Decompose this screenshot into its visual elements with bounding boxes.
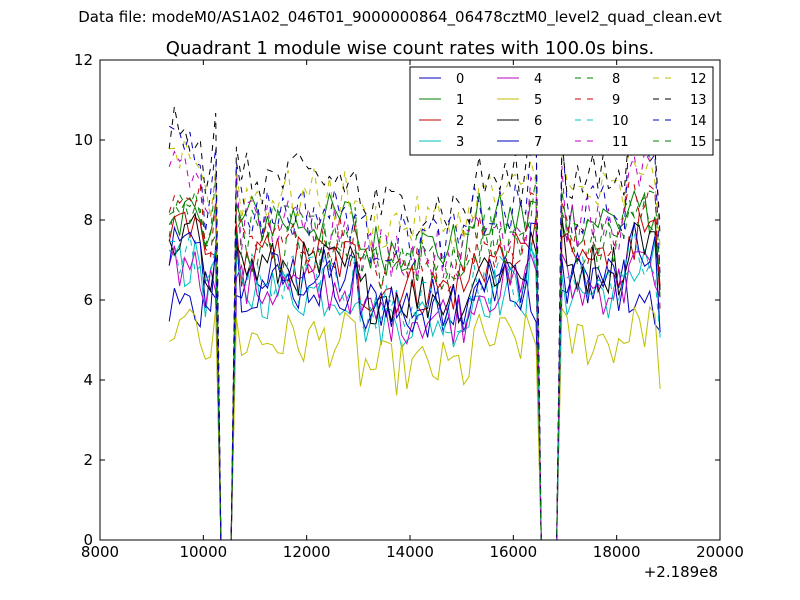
y-tick-label: 0 [83,531,93,549]
y-tick-label: 8 [83,211,93,229]
ticks-layer: 8000 10000 12000 14000 16000 18000 20000 0 2 4 6 8 1… [74,51,744,561]
series-line-14 [168,123,661,541]
y-tick-label: 10 [74,131,93,149]
chart-title: Quadrant 1 module wise count rates with … [166,38,655,59]
x-tick-label: 18000 [593,543,641,561]
legend-label-6: 6 [534,114,542,129]
y-tick-label: 12 [74,51,93,69]
legend-label-9: 9 [612,93,620,108]
legend-label-14: 14 [690,114,707,129]
legend-label-3: 3 [456,135,464,150]
legend-label-8: 8 [612,72,620,87]
legend-label-1: 1 [456,93,464,108]
legend-box [409,66,714,156]
legend-label-13: 13 [690,93,707,108]
x-tick-label: 12000 [283,543,331,561]
series-line-12 [169,138,661,541]
y-tick-label: 2 [83,451,93,469]
x-tick-label: 8000 [81,543,119,561]
y-tick-label: 6 [83,291,93,309]
series-line-6 [168,212,661,541]
series-line-9 [168,180,661,541]
legend-label-11: 11 [612,135,629,150]
series-line-8 [168,173,661,541]
legend-label-4: 4 [534,72,542,87]
legend-label-15: 15 [690,135,707,150]
legend-label-10: 10 [612,114,629,129]
series-layer [168,106,661,541]
series-line-11 [168,148,661,541]
x-tick-label: 16000 [489,543,537,561]
legend-label-2: 2 [456,114,464,129]
legend-label-12: 12 [690,72,707,87]
series-line-13 [168,106,661,541]
series-line-1 [168,189,661,541]
series-line-7 [168,222,661,541]
x-offset-label: +2.189e8 [644,563,718,581]
x-tick-label: 14000 [386,543,434,561]
data-file-title: Data file: modeM0/AS1A02_046T01_90000008… [78,8,722,26]
x-tick-label: 20000 [696,543,744,561]
legend-label-7: 7 [534,135,542,150]
series-line-15 [168,198,661,541]
series-line-5 [168,305,661,541]
legend-label-0: 0 [456,72,464,87]
series-line-10 [169,230,661,541]
y-tick-label: 4 [83,371,93,389]
x-tick-label: 10000 [179,543,227,561]
legend-label-5: 5 [534,93,542,108]
